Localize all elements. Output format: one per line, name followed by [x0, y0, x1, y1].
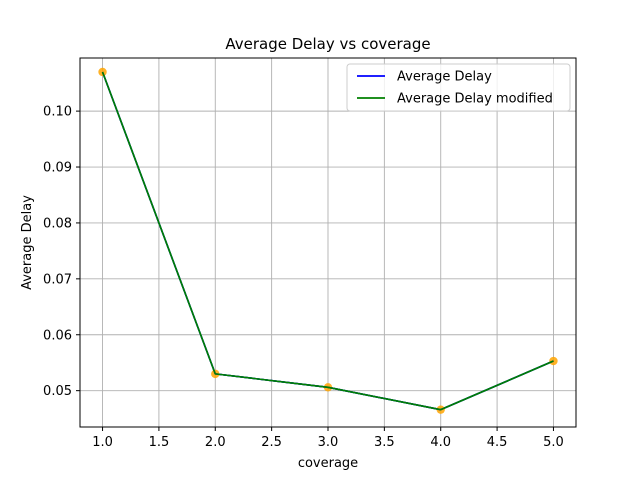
chart-title: Average Delay vs coverage: [225, 35, 430, 53]
y-tick-label: 0.05: [43, 384, 72, 399]
legend-box: [346, 63, 571, 112]
x-axis-ticks: 1.0 1.5 2.0 2.5 3.0 3.5 4.0 4.5 5.0: [92, 427, 564, 450]
x-axis-label: coverage: [298, 456, 358, 471]
x-tick-label: 2.5: [261, 435, 282, 450]
legend: Average Delay Average Delay modified: [346, 63, 571, 112]
x-tick-label: 1.0: [92, 435, 113, 450]
y-tick-label: 0.07: [43, 272, 72, 287]
y-tick-label: 0.10: [43, 105, 72, 120]
x-tick-label: 4.0: [430, 435, 451, 450]
x-tick-label: 1.5: [149, 435, 170, 450]
y-axis-label: Average Delay: [20, 195, 35, 290]
legend-entry: Average Delay: [397, 70, 492, 85]
x-tick-label: 2.0: [205, 435, 226, 450]
series-line-overlay-2: [101, 71, 554, 411]
data-points: [98, 67, 558, 414]
legend-entry: Average Delay modified: [397, 92, 553, 107]
y-tick-label: 0.06: [43, 328, 72, 343]
y-axis-ticks: 0.05 0.06 0.07 0.08 0.09 0.10: [43, 105, 80, 399]
x-tick-label: 3.0: [318, 435, 339, 450]
y-tick-label: 0.08: [43, 216, 72, 231]
x-tick-label: 3.5: [374, 435, 395, 450]
x-tick-label: 5.0: [543, 435, 564, 450]
y-tick-label: 0.09: [43, 161, 72, 176]
x-tick-label: 4.5: [487, 435, 508, 450]
